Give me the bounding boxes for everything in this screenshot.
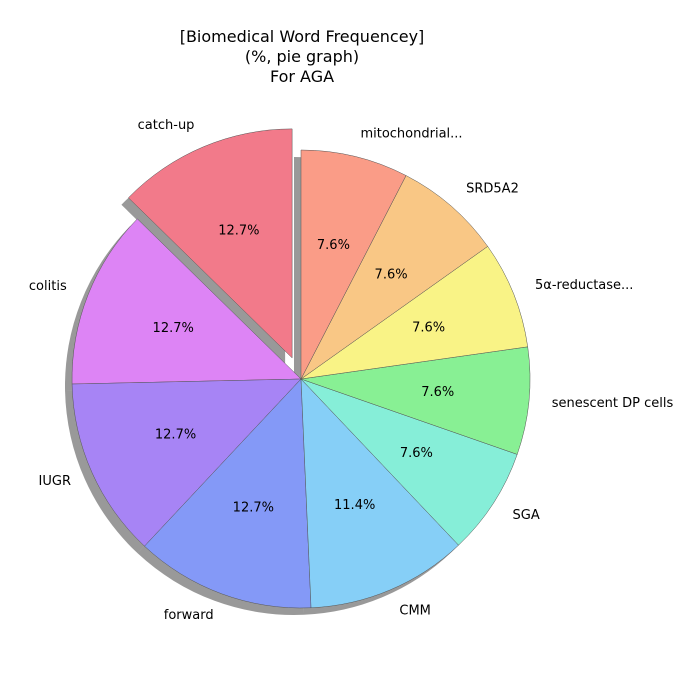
pie-value-label-colitis: 12.7% [153, 321, 194, 336]
pie-slice-srd5a2 [300, 175, 489, 380]
pie-value-label-mitochondrial: 7.6% [317, 238, 350, 253]
chart-title: [Biomedical Word Frequencey] (%, pie gra… [180, 27, 425, 86]
chart-title-line-3: For AGA [270, 67, 334, 86]
pie-slice-sga [300, 378, 518, 546]
chart-title-line-1: [Biomedical Word Frequencey] [180, 27, 425, 46]
pie-label-forward: forward [164, 608, 214, 623]
pie-label-catch-up: catch-up [138, 118, 195, 133]
pie-value-label-iugr: 12.7% [155, 428, 196, 443]
pie-value-label-srd5a2: 7.6% [375, 268, 408, 283]
pie-value-label-5-reductase: 7.6% [412, 321, 445, 336]
chart-title-line-2: (%, pie graph) [245, 47, 359, 66]
pie-label-iugr: IUGR [39, 474, 71, 489]
pie-label-cmm: CMM [399, 603, 431, 618]
pie-label-colitis: colitis [29, 279, 67, 294]
pie-slice-senescent-dp-cells [300, 346, 531, 455]
pie-slice-iugr [71, 378, 302, 547]
pie-value-label-forward: 12.7% [233, 500, 274, 515]
pie-value-label-senescent-dp-cells: 7.6% [421, 385, 454, 400]
pie-slice-cmm [300, 378, 459, 609]
pie-label-mitochondrial: mitochondrial... [360, 127, 462, 142]
pie-slice-5-reductase [300, 246, 529, 380]
pie-label-5-reductase: 5α-reductase... [535, 278, 633, 293]
pie-label-sga: SGA [513, 508, 540, 523]
pie-value-label-catch-up: 12.7% [218, 224, 259, 239]
pie-slices [71, 128, 531, 609]
pie-slice-mitochondrial [300, 149, 407, 380]
pie-value-label-sga: 7.6% [400, 446, 433, 461]
pie-label-srd5a2: SRD5A2 [466, 181, 519, 196]
pie-slice-colitis [71, 218, 302, 385]
pie-slice-catch-up [128, 128, 293, 359]
pie-label-senescent-dp-cells: senescent DP cells [552, 396, 674, 411]
pie-labels: catch-up 12.7% colitis 12.7% IUGR 12.7% forwar… [29, 118, 674, 623]
pie-value-label-cmm: 11.4% [334, 498, 375, 513]
pie-slice-forward [144, 378, 312, 609]
